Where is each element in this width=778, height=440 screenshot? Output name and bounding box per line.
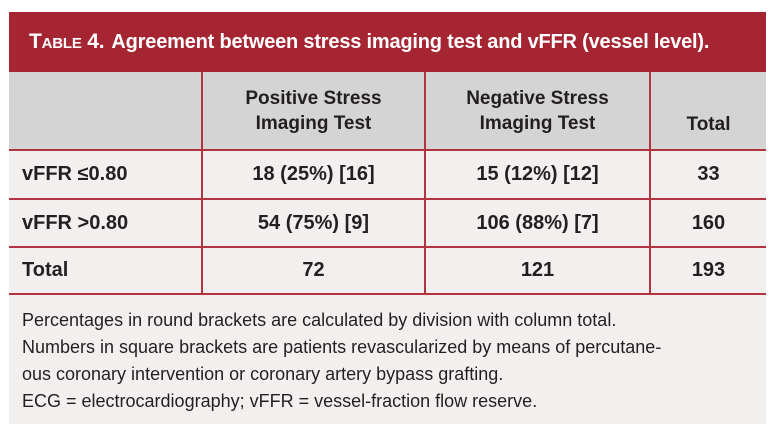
row-label: Total	[9, 246, 201, 293]
table-cell: 54 (75%) [9]	[201, 198, 424, 246]
table-cell: 18 (25%) [16]	[201, 149, 424, 198]
column-header-negative: Negative Stress Imaging Test	[424, 72, 649, 149]
table-footnotes: Percentages in round brackets are calcul…	[9, 295, 766, 424]
table-cell: 106 (88%) [7]	[424, 198, 649, 246]
table-cell: 72	[201, 246, 424, 293]
table-number-label: Table 4.	[29, 30, 105, 53]
column-header-total: Total	[649, 72, 766, 149]
column-header-line: Imaging Test	[255, 112, 372, 134]
footnote-line: ECG = electrocardiography; vFFR = vessel…	[22, 391, 538, 411]
table-cell: 160	[649, 198, 766, 246]
column-header-positive: Positive Stress Imaging Test	[201, 72, 424, 149]
table-cell: 121	[424, 246, 649, 293]
footnote-line: Numbers in square brackets are patients …	[22, 337, 662, 357]
table-figure: Table 4. Agreement between stress imagin…	[9, 12, 766, 424]
column-header-line: Imaging Test	[479, 112, 596, 134]
table-cell: 15 (12%) [12]	[424, 149, 649, 198]
agreement-table: Positive Stress Imaging Test Negative St…	[9, 72, 766, 295]
table-title-text: Agreement between stress imaging test an…	[111, 30, 710, 53]
column-header-line: Total	[686, 114, 731, 135]
footnote-line: Percentages in round brackets are calcul…	[22, 310, 617, 330]
table-title-bar: Table 4. Agreement between stress imagin…	[9, 12, 766, 72]
row-label: vFFR ≤0.80	[9, 149, 201, 198]
column-header-empty	[9, 72, 201, 149]
column-header-line: Negative Stress	[466, 87, 609, 109]
row-label: vFFR >0.80	[9, 198, 201, 246]
table-cell: 33	[649, 149, 766, 198]
table-cell: 193	[649, 246, 766, 293]
column-header-line: Positive Stress	[245, 87, 382, 109]
footnote-line: ous coronary intervention or coronary ar…	[22, 364, 504, 384]
